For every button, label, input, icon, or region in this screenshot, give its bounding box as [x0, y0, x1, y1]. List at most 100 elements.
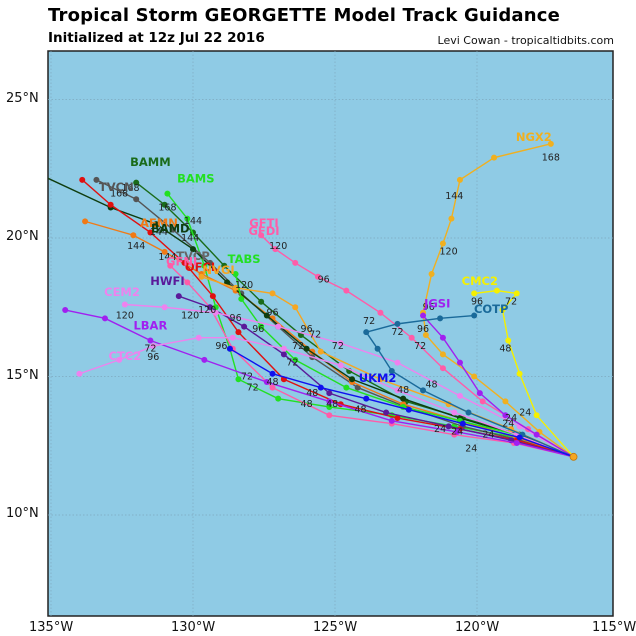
track-point — [209, 293, 216, 300]
track-point — [456, 176, 463, 183]
track-point — [420, 312, 427, 319]
track-point — [451, 409, 458, 416]
forecast-hour-label: 144 — [127, 241, 145, 252]
track-point — [263, 379, 270, 386]
forecast-hour-label: 168 — [121, 183, 139, 194]
storm-origin-marker — [569, 452, 578, 461]
forecast-hour-label: 72 — [286, 357, 298, 368]
track-point — [502, 398, 509, 405]
track-point — [292, 356, 299, 363]
lat-tick-label: 10°N — [6, 506, 39, 521]
track-gfti — [258, 232, 574, 458]
track-point — [465, 409, 472, 416]
model-tracks — [48, 140, 578, 461]
track-point — [349, 376, 356, 383]
track-jgsi — [420, 312, 574, 458]
forecast-hour-label: 72 — [144, 344, 156, 355]
forecast-hour-label: 72 — [247, 382, 259, 393]
track-point — [258, 298, 265, 305]
forecast-hour-label: 24 — [502, 418, 514, 429]
track-point — [201, 262, 208, 269]
track-point — [459, 420, 466, 427]
forecast-hour-label: 96 — [215, 341, 227, 352]
track-point — [229, 334, 236, 341]
track-point — [314, 273, 321, 280]
track-point — [167, 262, 174, 269]
track-point — [428, 271, 435, 278]
track-point — [272, 246, 279, 253]
track-point — [505, 337, 512, 344]
track-point — [107, 201, 114, 208]
track-point — [76, 370, 83, 377]
track-lbar — [62, 307, 574, 458]
forecast-hour-label: 24 — [519, 407, 531, 418]
track-point — [439, 334, 446, 341]
model-label-nvgi: NVGI — [202, 263, 234, 277]
track-point — [175, 293, 182, 300]
track-point — [479, 398, 486, 405]
track-point — [121, 301, 128, 308]
model-label-jgsi: JGSI — [423, 296, 450, 310]
track-point — [363, 395, 370, 402]
track-point — [133, 196, 140, 203]
track-point — [170, 226, 177, 233]
model-label-hwfi: HWFI — [150, 274, 184, 288]
forecast-hour-label: 96 — [417, 324, 429, 335]
forecast-hour-label: 72 — [309, 330, 321, 341]
track-point — [130, 232, 137, 239]
track-point — [161, 248, 168, 255]
chart-title: Tropical Storm GEORGETTE Model Track Gui… — [48, 5, 561, 26]
model-label-gfdi: GFDI — [248, 224, 279, 238]
track-point — [82, 218, 89, 225]
track-point — [292, 259, 299, 266]
track-point — [437, 315, 444, 322]
track-point — [241, 323, 248, 330]
track-cotp — [363, 312, 574, 458]
track-point — [181, 259, 188, 266]
model-label-cotp: COTP — [474, 302, 509, 316]
track-point — [408, 334, 415, 341]
track-point — [513, 290, 520, 297]
track-point — [275, 395, 282, 402]
forecast-hour-label: 96 — [252, 324, 264, 335]
forecast-hour-label: 48 — [266, 377, 278, 388]
track-point — [292, 304, 299, 311]
track-point — [235, 329, 242, 336]
forecast-hour-label: 72 — [292, 341, 304, 352]
track-point — [317, 348, 324, 355]
track-point — [212, 309, 219, 316]
track-point — [224, 279, 231, 286]
track-point — [533, 412, 540, 419]
track-point — [394, 320, 401, 327]
forecast-hour-label: 24 — [451, 427, 463, 438]
track-point — [377, 309, 384, 316]
forecast-hour-label: 24 — [465, 443, 477, 454]
track-point — [147, 229, 154, 236]
init-time-subtitle: Initialized at 12z Jul 22 2016 — [48, 30, 265, 46]
track-point — [79, 176, 86, 183]
track-point — [394, 359, 401, 366]
lat-tick-label: 20°N — [6, 229, 39, 244]
track-point — [258, 323, 265, 330]
model-label-gfni: GFNI — [166, 255, 197, 269]
model-label-tvcn: TVCN — [99, 180, 134, 194]
forecast-hour-label: 96 — [471, 296, 483, 307]
track-point — [476, 390, 483, 397]
track-point — [422, 331, 429, 338]
track-gfni — [167, 262, 574, 458]
track-point — [207, 304, 214, 311]
track-point — [383, 409, 390, 416]
model-label-bamm: BAMM — [130, 155, 171, 169]
track-point — [343, 287, 350, 294]
model-label-ctc2: CTC2 — [108, 349, 141, 363]
forecast-hour-label: 168 — [542, 152, 560, 163]
model-label-tabs: TABS — [228, 252, 261, 266]
forecast-hour-label: 48 — [426, 380, 438, 391]
track-point — [232, 271, 239, 278]
track-point — [275, 323, 282, 330]
forecast-hour-label: 72 — [332, 341, 344, 352]
lat-tick-label: 15°N — [6, 367, 39, 383]
forecast-hour-label: 72 — [241, 371, 253, 382]
track-point — [326, 412, 333, 419]
